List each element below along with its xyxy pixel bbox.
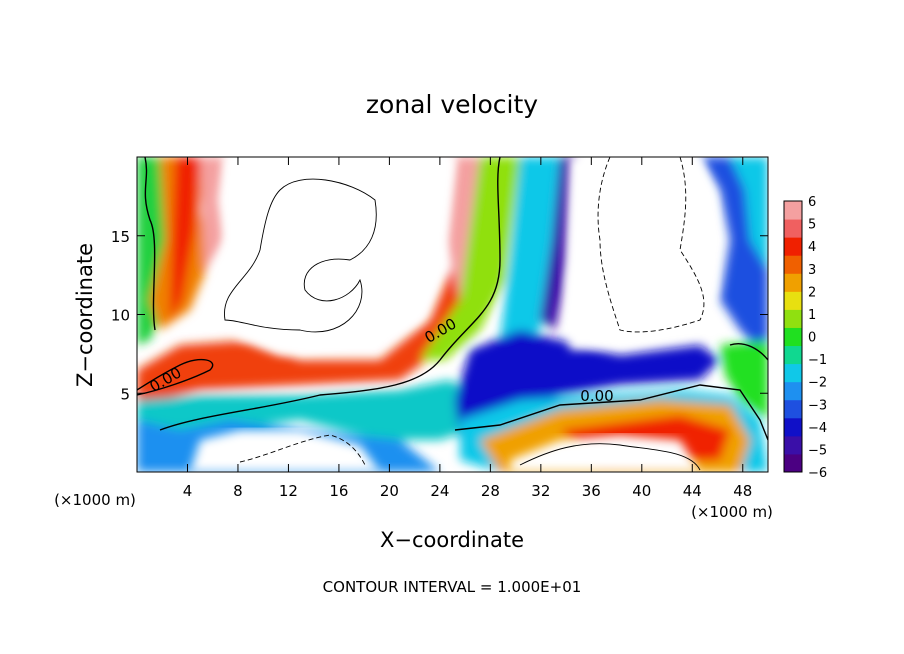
colorbar-swatch: [784, 399, 802, 419]
x-unit-right: (×1000 m): [691, 503, 773, 521]
colorbar-swatch: [784, 201, 802, 220]
colorbar-swatch: [784, 381, 802, 401]
colorbar-label: −1: [808, 353, 827, 368]
x-tick-label: 16: [329, 482, 348, 500]
x-tick-label: 44: [683, 482, 702, 500]
colorbar-swatch: [784, 453, 802, 473]
colorbar-swatch: [784, 309, 802, 328]
colorbar-label: 3: [808, 263, 816, 278]
colorbar-label: 1: [808, 308, 816, 323]
colorbar-label: 0: [808, 331, 816, 346]
colorbar-swatch: [784, 363, 802, 383]
colorbar: 6 5 4 3 2 1 0 −1 −2 −3 −4 −5 −6: [783, 195, 827, 481]
x-tick-label: 32: [531, 482, 550, 500]
contour-interval-note: CONTOUR INTERVAL = 1.000E+01: [323, 578, 582, 596]
x-axis-label: X−coordinate: [380, 528, 524, 552]
colorbar-swatch: [784, 327, 802, 347]
colorbar-swatch: [784, 219, 802, 238]
colorbar-swatch: [784, 237, 802, 256]
colorbar-swatch: [784, 291, 802, 310]
colorbar-label: −2: [808, 376, 827, 391]
x-tick-label: 40: [632, 482, 651, 500]
colorbar-label: 6: [808, 195, 816, 210]
colorbar-swatch: [784, 273, 802, 292]
colorbar-frame: [783, 200, 803, 473]
x-tick-label: 12: [279, 482, 298, 500]
y-axis-label: Z−coordinate: [73, 243, 97, 387]
contour-label: 0.00: [580, 387, 613, 405]
x-tick-label: 8: [233, 482, 243, 500]
heatmap-field: [137, 157, 768, 472]
colorbar-label: −6: [808, 466, 827, 481]
colorbar-swatch: [784, 255, 802, 274]
x-unit-left: (×1000 m): [54, 491, 136, 509]
x-tick-label: 28: [481, 482, 500, 500]
x-tick-label: 20: [380, 482, 399, 500]
colorbar-swatch: [784, 345, 802, 365]
y-tick-label: 15: [111, 228, 130, 246]
colorbar-swatch: [784, 417, 802, 437]
y-tick-label: 10: [111, 307, 130, 325]
x-tick-label: 4: [183, 482, 193, 500]
x-axis-ticks: 4 8 12 16 20 24 28 32 36 40 44 48: [183, 157, 752, 500]
colorbar-label: 4: [808, 240, 816, 255]
colorbar-swatch: [784, 435, 802, 455]
x-tick-label: 36: [582, 482, 601, 500]
x-tick-label: 48: [733, 482, 752, 500]
colorbar-label: 2: [808, 285, 816, 300]
y-axis-ticks: 5 10 15: [111, 228, 768, 403]
colorbar-label: −3: [808, 398, 827, 413]
colorbar-label: −4: [808, 421, 827, 436]
y-tick-label: 5: [120, 385, 130, 403]
colorbar-label: −5: [808, 443, 827, 458]
x-tick-label: 24: [430, 482, 449, 500]
colorbar-label: 5: [808, 218, 816, 233]
chart-title: zonal velocity: [366, 90, 538, 119]
